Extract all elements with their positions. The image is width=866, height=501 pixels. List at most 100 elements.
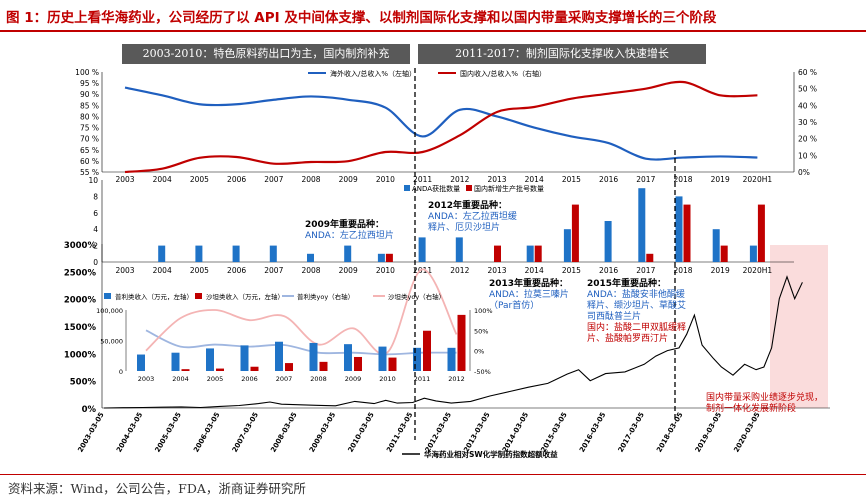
inset-shatan-revenue-bar — [457, 314, 466, 371]
revenue-share-right-tick: 40 % — [798, 101, 817, 110]
inset-shatan-revenue-bar — [285, 363, 293, 371]
inset-left-tick: 50,000 — [100, 338, 123, 346]
return-x-tick: 2013-03-05 — [462, 411, 491, 454]
revenue-share-left-tick: 80 % — [80, 112, 99, 121]
inset-right-tick: -50% — [474, 368, 491, 376]
revenue-share-left-tick: 85 % — [80, 101, 99, 110]
return-x-tick: 2008-03-05 — [269, 411, 298, 454]
inset-puli-revenue-bar — [275, 341, 283, 371]
revenue-share-left-tick: 55 % — [80, 168, 99, 177]
revenue-share-x-tick: 2003 — [115, 175, 134, 184]
annotation-2015-title: 2015年重要品种： — [587, 279, 667, 289]
domestic-batch-bar — [757, 204, 765, 262]
inset-puli-revenue-bar — [309, 342, 318, 371]
anda-approval-bar — [749, 245, 757, 262]
anda-y-tick: 10 — [88, 176, 98, 185]
return-x-tick: 2014-03-05 — [501, 411, 530, 454]
domestic-batch-bar — [720, 245, 728, 262]
anda-y-tick: 2 — [93, 242, 98, 251]
annotation-2015-line-2: 释片、缬沙坦片、草酸艾 — [587, 301, 687, 311]
return-legend-label: 华海药业相对SW化学制药指数超额收益 — [424, 449, 558, 459]
inset-x-tick: 2007 — [276, 375, 293, 383]
inset-puli-yoy-line — [145, 329, 457, 356]
inset-x-tick: 2003 — [138, 375, 155, 383]
annotation-2015-domestic-2: 片、盐酸帕罗西汀片 — [587, 334, 669, 344]
annotation-2012-line-2: 释片、厄贝沙坦片 — [428, 223, 501, 233]
revenue-share-right-tick: 0% — [798, 168, 810, 177]
revenue-share-x-tick: 2007 — [264, 175, 283, 184]
domestic-share-line — [124, 80, 758, 174]
inset-puli-revenue-bar — [137, 354, 145, 371]
anda-x-tick: 2020H1 — [743, 266, 773, 275]
return-x-tick: 2005-03-05 — [154, 411, 183, 454]
return-x-tick: 2018-03-05 — [655, 411, 684, 454]
revenue-share-x-tick: 2014 — [525, 175, 544, 184]
inset-x-tick: 2009 — [345, 375, 362, 383]
anda-x-tick: 2009 — [339, 266, 358, 275]
revenue-share-left-tick: 65 % — [80, 146, 99, 155]
inset-puli-revenue-bar — [206, 348, 214, 371]
revenue-share-right-tick: 60 % — [798, 68, 817, 77]
anda-x-tick: 2015 — [562, 266, 581, 275]
annotation-2009-title: 2009年重要品种： — [305, 220, 385, 230]
annotation-2018-line-2: 制剂一体化发展新阶段 — [706, 404, 797, 414]
annotation-2012-title: 2012年重要品种： — [428, 201, 508, 211]
inset-right-tick: 50% — [474, 327, 488, 335]
anda-x-tick: 2019 — [711, 266, 730, 275]
anda-x-tick: 2011 — [413, 266, 432, 275]
inset-shatan-revenue-bar — [319, 361, 328, 371]
domestic-batch-bar — [683, 204, 691, 262]
anda-approval-bar — [604, 221, 612, 262]
revenue-share-left-tick: 60 % — [80, 157, 99, 166]
inset-shatan-revenue-bar — [388, 357, 397, 371]
anda-x-tick: 2005 — [190, 266, 209, 275]
period-label-2003-2010: 2003-2010：特色原料药出口为主，国内制剂补充 — [122, 44, 410, 64]
anda-y-tick: 4 — [93, 225, 98, 234]
annotation-2013-line-1: ANDA：拉莫三嗪片 — [489, 290, 569, 300]
inset-legend-label: 沙坦类收入（万元，左轴） — [206, 292, 284, 301]
anda-x-tick: 2017 — [636, 266, 655, 275]
anda-approval-bar — [526, 245, 534, 262]
annotation-2012: 2012年重要品种： ANDA：左乙拉西坦缓 释片、厄贝沙坦片 — [428, 201, 517, 234]
annotation-2015-line-1: ANDA：盐酸安非他酮缓 — [587, 290, 685, 300]
inset-x-tick: 2006 — [241, 375, 258, 383]
return-x-tick: 2011-03-05 — [385, 411, 414, 454]
inset-x-tick: 2012 — [448, 375, 465, 383]
inset-legend-label: 普利类yoy（右轴） — [297, 292, 354, 301]
inset-shatan-revenue-bar — [354, 356, 362, 371]
return-x-tick: 2004-03-05 — [115, 411, 144, 454]
anda-approval-bar — [158, 245, 166, 262]
annotation-2018-line-1: 国内带量采购业绩逐步兑现， — [706, 393, 824, 403]
annotation-2013-line-2: （Par首仿） — [489, 301, 540, 311]
title-rule — [0, 30, 866, 32]
inset-puli-revenue-bar — [344, 344, 352, 371]
return-x-tick: 2017-03-05 — [617, 411, 646, 454]
inset-puli-revenue-bar — [413, 347, 421, 371]
inset-legend-label: 普利类收入（万元，左轴） — [115, 292, 193, 301]
annotation-2009-line: ANDA：左乙拉西坦片 — [305, 231, 394, 241]
domestic-batch-bar — [571, 204, 579, 262]
anda-y-tick: 6 — [93, 209, 98, 218]
annotation-2013-title: 2013年重要品种： — [489, 279, 569, 289]
inset-left-tick: 0 — [119, 368, 123, 376]
revenue-share-x-tick: 2015 — [562, 175, 581, 184]
return-y-tick: 2000% — [64, 296, 97, 306]
revenue-share-x-tick: 2011 — [413, 175, 432, 184]
annotation-2012-line-1: ANDA：左乙拉西坦缓 — [428, 212, 517, 222]
return-y-tick: 1500% — [64, 323, 97, 333]
anda-x-tick: 2012 — [450, 266, 469, 275]
return-x-tick: 2010-03-05 — [347, 411, 376, 454]
inset-shatan-revenue-bar — [250, 366, 259, 371]
inset-right-tick: 100% — [474, 307, 493, 315]
anda-y-tick: 8 — [93, 192, 98, 201]
revenue-share-x-tick: 2016 — [599, 175, 618, 184]
overseas-share-line — [124, 86, 758, 161]
return-x-tick: 2016-03-05 — [578, 411, 607, 454]
inset-x-tick: 2011 — [414, 375, 431, 383]
inset-x-tick: 2004 — [172, 375, 189, 383]
domestic-batch-bar — [646, 253, 654, 262]
inset-puli-revenue-bar — [240, 345, 249, 371]
return-x-tick: 2006-03-05 — [192, 411, 221, 454]
revenue-share-left-tick: 75 % — [80, 124, 99, 133]
revenue-share-right-tick: 50 % — [798, 85, 817, 94]
